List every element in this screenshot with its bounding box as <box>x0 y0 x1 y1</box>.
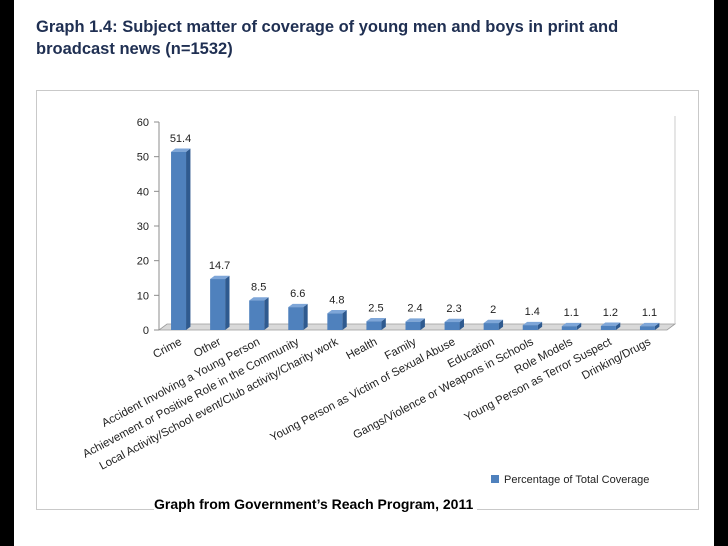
bar-side <box>615 322 621 330</box>
bar-top <box>483 319 504 324</box>
bar-top <box>444 318 464 323</box>
bar-chart: 010203040506051.4Crime14.7Other8.5Accide… <box>81 116 677 486</box>
data-label: 4.8 <box>329 294 344 306</box>
data-label: 51.4 <box>170 133 191 145</box>
bar <box>444 322 460 330</box>
bar <box>639 326 655 330</box>
chart-frame: 0 10 20 30 40 50 60 51.4 Crime 14.7 Other 8.5 Accide… <box>36 90 699 510</box>
data-label: 2.5 <box>368 302 383 314</box>
slide: Graph 1.4: Subject matter of coverage of… <box>14 0 714 546</box>
y-tick-label: 50 <box>137 152 149 164</box>
bar-side <box>498 319 504 330</box>
bar-top <box>249 297 269 301</box>
data-label: 1.1 <box>642 307 657 319</box>
data-label: 1.4 <box>525 306 540 318</box>
bar <box>366 321 382 330</box>
bar-side <box>654 322 660 330</box>
category-label: Achievement or Positive Role in the Comm… <box>81 336 301 461</box>
bar <box>600 325 616 330</box>
bar-side <box>420 318 425 330</box>
category-label: Accident Involving a Young Person <box>100 336 262 430</box>
bar <box>171 151 187 330</box>
bottom-strip <box>14 520 714 546</box>
source-caption: Graph from Government’s Reach Program, 2… <box>154 496 478 513</box>
bar <box>561 326 577 330</box>
legend-label: Percentage of Total Coverage <box>504 474 649 486</box>
bar <box>483 323 499 330</box>
bar-top <box>522 321 543 326</box>
y-tick-label: 30 <box>137 221 149 233</box>
y-tick-label: 60 <box>137 117 149 129</box>
bar-side <box>459 318 464 330</box>
bar-side <box>225 275 230 330</box>
data-label: 14.7 <box>209 260 230 272</box>
bar-side <box>537 321 543 330</box>
bar-top <box>600 322 621 326</box>
y-tick-label: 10 <box>137 290 149 302</box>
category-label: Drinking/Drugs <box>580 336 653 382</box>
figure-title: Graph 1.4: Subject matter of coverage of… <box>36 18 619 58</box>
data-label: 1.1 <box>564 307 579 319</box>
bar-top <box>288 303 308 308</box>
bar-side <box>342 310 347 330</box>
y-tick-label: 0 <box>143 325 149 337</box>
data-label: 6.6 <box>290 288 305 300</box>
bar-top <box>210 275 230 280</box>
y-tick-label: 40 <box>137 186 149 198</box>
bar-side <box>264 297 269 330</box>
bar-top <box>561 322 582 327</box>
bar-top <box>639 322 660 327</box>
bar-top <box>171 148 191 152</box>
bar <box>522 325 538 330</box>
bar-side <box>576 322 582 330</box>
data-label: 2 <box>490 304 496 316</box>
bar <box>210 279 226 330</box>
category-label: Health <box>344 336 379 362</box>
data-label: 2.4 <box>407 303 422 315</box>
bar <box>405 321 421 330</box>
category-label: Crime <box>151 336 184 361</box>
bar-side <box>381 318 386 330</box>
data-label: 8.5 <box>251 282 266 294</box>
bar <box>327 313 343 330</box>
legend-swatch <box>491 475 499 483</box>
bar-top <box>327 310 347 314</box>
data-label: 1.2 <box>603 307 618 319</box>
bar-top <box>405 318 425 322</box>
y-tick-label: 20 <box>137 256 149 268</box>
bar-top <box>366 318 386 322</box>
bar-side <box>186 148 191 330</box>
bar-side <box>303 303 308 330</box>
bar <box>288 307 304 330</box>
bar <box>249 300 265 330</box>
data-label: 2.3 <box>446 303 461 315</box>
